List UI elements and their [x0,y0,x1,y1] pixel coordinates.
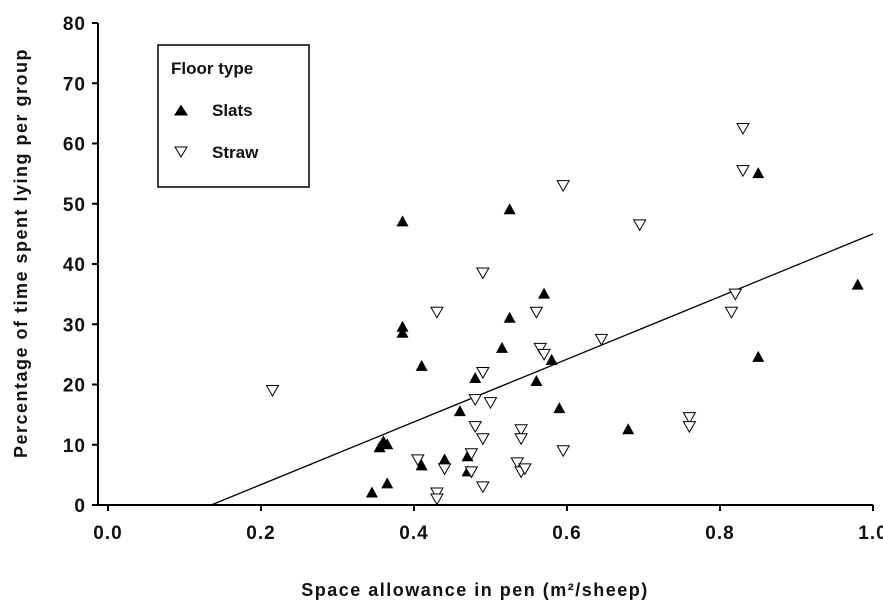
slats-point [381,477,394,489]
straw-point [410,454,425,467]
straw-point [594,333,609,346]
straw-point [468,421,483,434]
straw-point [632,219,647,232]
straw-point [475,433,490,446]
straw-point [430,493,444,506]
slats-point [622,423,635,435]
plot-area: 0.0 0.2 0.4 0.6 0.8 1.0 0 10 20 30 40 50 60 70 80 [63,14,883,544]
straw-point [529,306,544,319]
y-tick-label: 50 [63,195,86,216]
x-tick-label: 0.0 [93,523,122,544]
slats-point [545,353,558,365]
slats-point [373,441,386,453]
legend: Floor type Slats Straw [157,44,310,188]
slats-point [752,167,765,179]
legend-straw-label: Straw [212,143,259,162]
straw-point [556,180,571,193]
slats-point [453,405,466,417]
x-tick-label: 1.0 [858,523,883,544]
y-tick-label: 40 [63,255,86,276]
straw-point [736,165,750,178]
y-axis-title: Percentage of time spent lying per group [11,48,31,458]
straw-point [537,348,551,361]
straw-point [510,457,525,470]
straw-point [437,463,452,476]
straw-point [682,412,697,425]
slats-point [538,287,551,299]
straw-point [736,122,750,135]
data-points [265,122,864,506]
slats-point [530,374,543,386]
straw-point [430,306,444,319]
slats-point [381,438,394,450]
slats-point [396,326,409,338]
straw-point [464,466,479,479]
slats-point [438,453,451,465]
slats-point [415,459,428,471]
straw-point [728,288,743,301]
straw-point [475,481,490,494]
x-axis-ticks: 0.0 0.2 0.4 0.6 0.8 1.0 [93,505,883,544]
y-tick-label: 10 [63,436,86,457]
y-tick-label: 0 [74,496,86,517]
straw-point [464,448,479,461]
y-tick-label: 80 [63,14,86,35]
y-tick-label: 20 [63,376,86,397]
y-tick-label: 30 [63,315,86,336]
legend-slats-marker [174,104,188,116]
slats-point [415,359,428,371]
slats-point [495,341,508,353]
slats-point [396,215,409,227]
x-tick-label: 0.4 [399,523,428,544]
straw-point [475,267,490,280]
x-tick-label: 0.8 [705,523,734,544]
trend-line [211,233,874,506]
slats-point [469,371,482,383]
slats-point [365,486,378,498]
x-tick-label: 0.2 [246,523,275,544]
straw-point [475,366,490,379]
straw-point [556,445,571,458]
straw-point [518,463,532,476]
straw-point [468,394,483,407]
legend-slats-label: Slats [212,101,253,120]
straw-point [265,385,280,398]
x-tick-label: 0.6 [552,523,581,544]
slats-point [503,311,516,323]
straw-point [533,342,548,355]
straw-point [724,306,739,319]
slats-point [851,278,864,290]
legend-straw-marker [174,146,188,158]
y-tick-label: 70 [63,74,86,95]
slats-point [752,350,765,362]
legend-title: Floor type [171,59,253,78]
slats-point [396,320,409,332]
legend-box [157,44,310,188]
y-tick-label: 60 [63,135,86,156]
straw-point [430,487,444,500]
slats-point [503,203,516,215]
straw-point [682,421,697,434]
slats-point [553,402,566,414]
y-axis-ticks: 0 10 20 30 40 50 60 70 80 [63,14,98,517]
straw-point [514,424,528,437]
straw-point [483,397,498,410]
straw-point [514,433,528,446]
x-axis-title: Space allowance in pen (m²/sheep) [301,580,649,600]
